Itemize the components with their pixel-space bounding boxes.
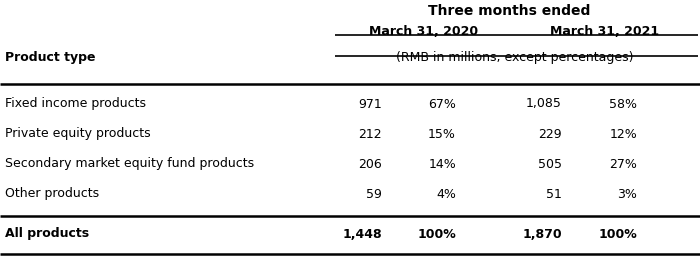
Text: 1,448: 1,448 — [342, 227, 382, 241]
Text: 1,870: 1,870 — [522, 227, 562, 241]
Text: 27%: 27% — [609, 157, 637, 171]
Text: 229: 229 — [538, 128, 562, 140]
Text: 14%: 14% — [428, 157, 456, 171]
Text: 100%: 100% — [598, 227, 637, 241]
Text: March 31, 2020: March 31, 2020 — [370, 25, 479, 38]
Text: 12%: 12% — [609, 128, 637, 140]
Text: 15%: 15% — [428, 128, 456, 140]
Text: Product type: Product type — [5, 51, 95, 64]
Text: 212: 212 — [358, 128, 382, 140]
Text: March 31, 2021: March 31, 2021 — [550, 25, 659, 38]
Text: 59: 59 — [366, 188, 382, 200]
Text: 1,085: 1,085 — [526, 97, 562, 111]
Text: Secondary market equity fund products: Secondary market equity fund products — [5, 157, 254, 171]
Text: Other products: Other products — [5, 188, 99, 200]
Text: 971: 971 — [358, 97, 382, 111]
Text: 67%: 67% — [428, 97, 456, 111]
Text: 51: 51 — [546, 188, 562, 200]
Text: Private equity products: Private equity products — [5, 128, 150, 140]
Text: 58%: 58% — [609, 97, 637, 111]
Text: 505: 505 — [538, 157, 562, 171]
Text: 100%: 100% — [417, 227, 456, 241]
Text: Fixed income products: Fixed income products — [5, 97, 146, 111]
Text: 206: 206 — [358, 157, 382, 171]
Text: (RMB in millions, except percentages): (RMB in millions, except percentages) — [395, 51, 634, 64]
Text: All products: All products — [5, 227, 89, 241]
Text: 4%: 4% — [436, 188, 456, 200]
Text: Three months ended: Three months ended — [428, 4, 591, 18]
Text: 3%: 3% — [617, 188, 637, 200]
